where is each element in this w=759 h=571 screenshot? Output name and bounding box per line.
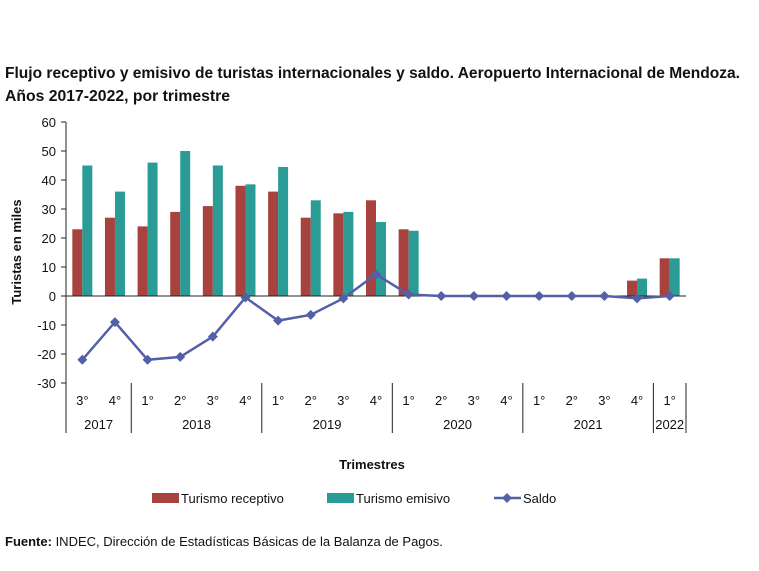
saldo-point bbox=[664, 291, 675, 301]
x-tick-label: 4° bbox=[631, 393, 643, 408]
x-tick-label: 2° bbox=[435, 393, 447, 408]
bar-receptivo bbox=[333, 213, 344, 296]
bar-emisivo bbox=[310, 200, 321, 296]
bar-receptivo bbox=[627, 280, 638, 296]
saldo-point bbox=[468, 291, 479, 301]
saldo-point bbox=[240, 292, 251, 303]
y-tick-label: 50 bbox=[42, 144, 56, 159]
saldo-point bbox=[77, 354, 88, 365]
legend-swatch bbox=[327, 493, 354, 503]
year-label: 2018 bbox=[182, 417, 211, 432]
y-tick-label: 60 bbox=[42, 115, 56, 130]
x-tick-label: 2° bbox=[305, 393, 317, 408]
y-tick-label: 0 bbox=[49, 289, 56, 304]
y-tick-label: 10 bbox=[42, 260, 56, 275]
plot-area: 60 50 40 30 20 10 0 -10 -20 -30 3° 4° 1° 2° 3° 4° 1° 2° 3°… bbox=[37, 115, 687, 433]
saldo-point bbox=[207, 331, 218, 342]
bar-emisivo bbox=[212, 165, 223, 296]
x-tick-label: 3° bbox=[468, 393, 480, 408]
x-tick-label: 4° bbox=[239, 393, 251, 408]
saldo-point bbox=[371, 269, 381, 280]
bar-emisivo bbox=[637, 278, 648, 296]
saldo-point bbox=[501, 291, 512, 301]
x-tick-label: 3° bbox=[76, 393, 88, 408]
bar-emisivo bbox=[669, 258, 680, 296]
legend: Turismo receptivo Turismo emisivo Saldo bbox=[152, 491, 556, 506]
y-tick-label: 40 bbox=[42, 173, 56, 188]
saldo-point bbox=[632, 293, 643, 304]
x-tick-label: 1° bbox=[141, 393, 153, 408]
bar-emisivo bbox=[245, 184, 256, 296]
x-tick-label: 1° bbox=[663, 393, 675, 408]
year-label: 2021 bbox=[574, 417, 603, 432]
y-tick-label: 30 bbox=[42, 202, 56, 217]
bar-receptivo bbox=[170, 211, 181, 296]
x-tick-label: 3° bbox=[337, 393, 349, 408]
bar-emisivo bbox=[82, 165, 93, 296]
legend-swatch bbox=[152, 493, 179, 503]
year-label: 2020 bbox=[443, 417, 472, 432]
chart-title: Flujo receptivo y emisivo de turistas in… bbox=[5, 65, 740, 82]
x-tick-label: 4° bbox=[500, 393, 512, 408]
x-tick-label: 2° bbox=[174, 393, 186, 408]
bar-emisivo bbox=[147, 162, 158, 296]
x-tick-label: 4° bbox=[370, 393, 382, 408]
bar-emisivo bbox=[278, 166, 289, 296]
bar-emisivo bbox=[376, 222, 386, 296]
source-note: Fuente: INDEC, Dirección de Estadísticas… bbox=[5, 534, 443, 549]
saldo-point bbox=[273, 315, 284, 326]
legend-label: Turismo emisivo bbox=[356, 491, 450, 506]
x-tick-label: 1° bbox=[402, 393, 414, 408]
year-label: 2019 bbox=[313, 417, 342, 432]
saldo-point bbox=[338, 293, 349, 304]
bar-receptivo bbox=[235, 185, 246, 296]
x-tick-label: 2° bbox=[566, 393, 578, 408]
saldo-point bbox=[175, 351, 186, 362]
x-tick-label: 3° bbox=[598, 393, 610, 408]
bar-emisivo bbox=[114, 191, 125, 296]
bar-receptivo bbox=[398, 229, 409, 296]
legend-label: Turismo receptivo bbox=[181, 491, 284, 506]
source-label: Fuente: bbox=[5, 534, 52, 549]
legend-label: Saldo bbox=[523, 491, 556, 506]
bar-receptivo bbox=[268, 191, 279, 296]
saldo-point bbox=[142, 354, 153, 365]
x-tick-label: 4° bbox=[109, 393, 121, 408]
bar-emisivo bbox=[408, 230, 419, 296]
bar-receptivo bbox=[137, 226, 148, 296]
bar-receptivo bbox=[104, 217, 115, 296]
y-tick-label: -20 bbox=[37, 347, 56, 362]
x-tick-label: 3° bbox=[207, 393, 219, 408]
saldo-point bbox=[566, 291, 577, 301]
y-tick-label: -30 bbox=[37, 376, 56, 391]
saldo-point bbox=[403, 289, 414, 300]
bar-emisivo bbox=[180, 151, 191, 296]
y-tick-label: -10 bbox=[37, 318, 56, 333]
legend-marker bbox=[502, 493, 512, 503]
bar-emisivo bbox=[343, 211, 354, 296]
year-label: 2017 bbox=[84, 417, 113, 432]
saldo-point bbox=[109, 317, 120, 328]
x-axis-label: Trimestres bbox=[339, 457, 405, 472]
y-axis-label: Turistas en miles bbox=[9, 199, 24, 304]
bar-receptivo bbox=[72, 229, 83, 296]
bar-receptivo bbox=[366, 200, 376, 296]
saldo-point bbox=[305, 309, 316, 320]
bar-receptivo bbox=[202, 206, 213, 296]
saldo-point bbox=[534, 291, 545, 301]
bar-receptivo bbox=[300, 217, 311, 296]
source-text: INDEC, Dirección de Estadísticas Básicas… bbox=[52, 534, 443, 549]
year-label: 2022 bbox=[655, 417, 684, 432]
x-tick-label: 1° bbox=[272, 393, 284, 408]
chart-subtitle: Años 2017-2022, por trimestre bbox=[5, 88, 230, 105]
y-tick-label: 20 bbox=[42, 231, 56, 246]
bar-receptivo bbox=[659, 258, 670, 296]
saldo-point bbox=[599, 291, 610, 301]
x-tick-label: 1° bbox=[533, 393, 545, 408]
saldo-point bbox=[436, 291, 447, 301]
